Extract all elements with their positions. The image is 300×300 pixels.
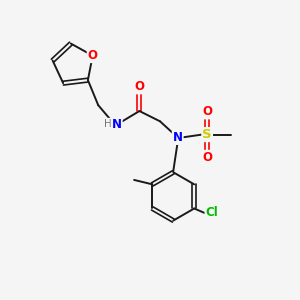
Text: O: O [202,151,212,164]
Text: N: N [112,118,122,131]
Text: O: O [134,80,144,93]
Text: Cl: Cl [206,206,218,219]
Text: H: H [104,119,112,129]
Text: O: O [88,49,98,62]
Text: S: S [202,128,212,141]
Text: O: O [202,105,212,119]
Text: N: N [173,131,183,144]
